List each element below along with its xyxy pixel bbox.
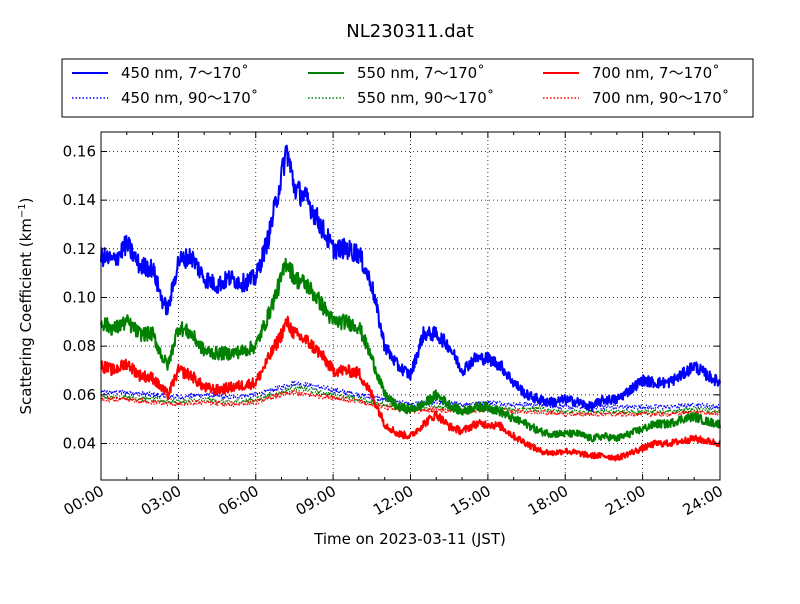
y-tick-label: 0.16 [63,142,96,160]
x-tick-label: 06:00 [215,482,261,519]
y-tick-label: 0.04 [63,434,96,452]
series-line-6 [100,389,721,418]
legend-label: 700 nm, 90～170˚ [592,89,729,107]
y-tick-label: 0.08 [63,337,96,355]
y-tick-label: 0.12 [63,240,96,258]
x-axis-label: Time on 2023-03-11 (JST) [313,530,506,548]
legend-box [61,58,754,118]
x-tick-label: 15:00 [447,482,493,519]
x-tick-label: 00:00 [61,482,107,519]
legend-label: 550 nm, 90～170˚ [357,89,494,107]
y-axis-label-unit: −1 [17,203,28,218]
y-tick-label: 0.14 [63,191,96,209]
x-tick-label: 12:00 [370,482,416,519]
legend-label: 550 nm, 7～170˚ [357,64,485,82]
y-axis-label-text: Scattering Coefficient (km [17,218,35,414]
legend: 450 nm, 7～170˚ 450 nm, 90～170˚ 550 nm, 7～1… [61,58,754,118]
plot-area: 00:00 03:00 06:00 09:00 12:00 15:00 18:00 21:00… [61,131,726,519]
y-tick-label: 0.10 [63,288,96,306]
x-tick-label: 21:00 [602,482,648,519]
y-axis-label-close: ) [17,197,35,203]
y-axis-label: Scattering Coefficient (km−1) [17,197,35,414]
series-line-1 [100,144,721,413]
series-layer [100,144,721,462]
chart-title: NL230311.dat [346,21,473,42]
legend-label: 700 nm, 7～170˚ [592,64,720,82]
x-tick-label: 24:00 [680,482,726,519]
x-tick-label: 03:00 [138,482,184,519]
plot-background [101,132,720,480]
series-line-2 [100,257,721,443]
legend-label: 450 nm, 7～170˚ [121,64,249,82]
x-tick-label: 18:00 [525,482,571,519]
legend-label: 450 nm, 90～170˚ [121,89,258,107]
y-tick-label: 0.06 [63,386,96,404]
x-tick-label: 09:00 [293,482,339,519]
series-line-3 [100,315,721,462]
series-line-4 [100,380,721,410]
